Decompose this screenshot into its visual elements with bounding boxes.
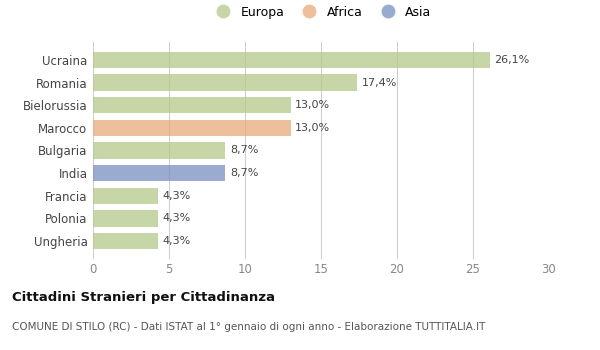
Text: 8,7%: 8,7%: [230, 146, 258, 155]
Text: Cittadini Stranieri per Cittadinanza: Cittadini Stranieri per Cittadinanza: [12, 290, 275, 303]
Bar: [93, 97, 290, 113]
Bar: [93, 165, 225, 181]
Bar: [93, 120, 290, 136]
Bar: [93, 233, 158, 249]
Bar: [93, 52, 490, 68]
Bar: [93, 210, 158, 226]
Text: 8,7%: 8,7%: [230, 168, 258, 178]
Bar: [93, 142, 225, 159]
Text: 13,0%: 13,0%: [295, 123, 330, 133]
Text: 26,1%: 26,1%: [494, 55, 530, 65]
Legend: Europa, Africa, Asia: Europa, Africa, Asia: [205, 0, 437, 23]
Text: 4,3%: 4,3%: [163, 191, 191, 201]
Text: 4,3%: 4,3%: [163, 214, 191, 223]
Bar: [93, 75, 358, 91]
Text: 13,0%: 13,0%: [295, 100, 330, 110]
Text: COMUNE DI STILO (RC) - Dati ISTAT al 1° gennaio di ogni anno - Elaborazione TUTT: COMUNE DI STILO (RC) - Dati ISTAT al 1° …: [12, 322, 485, 332]
Bar: [93, 188, 158, 204]
Text: 4,3%: 4,3%: [163, 236, 191, 246]
Text: 17,4%: 17,4%: [362, 78, 397, 88]
